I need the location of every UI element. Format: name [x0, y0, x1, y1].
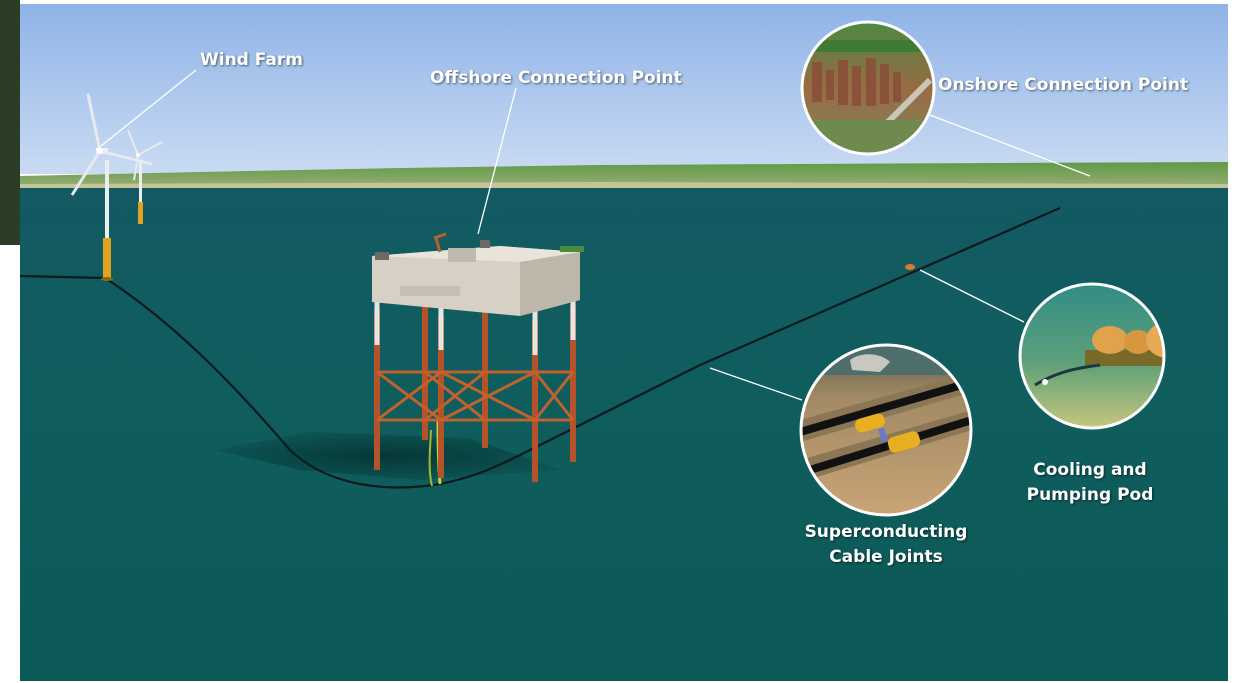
- cooling-pod-inset: [1018, 282, 1166, 430]
- sky: [20, 4, 1228, 174]
- cable-joints-inset: [799, 343, 973, 517]
- cooling-pumping-pod-label: Cooling and Pumping Pod: [1020, 458, 1160, 508]
- cable-joints-label-line2: Cable Joints: [829, 547, 943, 567]
- sea: [20, 188, 1228, 681]
- export-cable: [19, 206, 1061, 489]
- cooling-pod-label-line2: Pumping Pod: [1026, 485, 1154, 505]
- onshore-connection-point-label: Onshore Connection Point: [938, 75, 1189, 95]
- bottom-band: [0, 681, 1242, 683]
- left-edge-strip-lower: [0, 245, 20, 683]
- cable-joints-label: Superconducting Cable Joints: [786, 520, 986, 570]
- wind-turbine-1: [70, 93, 153, 281]
- right-band: [1228, 0, 1242, 683]
- offshore-connection-point-label: Offshore Connection Point: [430, 68, 682, 88]
- wind-turbine-2: [127, 129, 163, 224]
- wind-farm-label: Wind Farm: [200, 50, 303, 70]
- leader-lines: [95, 69, 1091, 401]
- pod-marker: [905, 264, 915, 270]
- onshore-inset: [800, 20, 936, 156]
- cooling-pod-label-line1: Cooling and: [1033, 460, 1147, 480]
- offshore-platform: [372, 232, 584, 482]
- cable-joint-2: [887, 431, 921, 453]
- riser-cable-2: [428, 429, 433, 487]
- left-edge-strip: [0, 0, 20, 245]
- cable-joints-label-line1: Superconducting: [804, 522, 968, 542]
- platform-bracing: [376, 370, 575, 422]
- cable-joint-1: [855, 413, 885, 433]
- platform-shadow: [215, 432, 560, 480]
